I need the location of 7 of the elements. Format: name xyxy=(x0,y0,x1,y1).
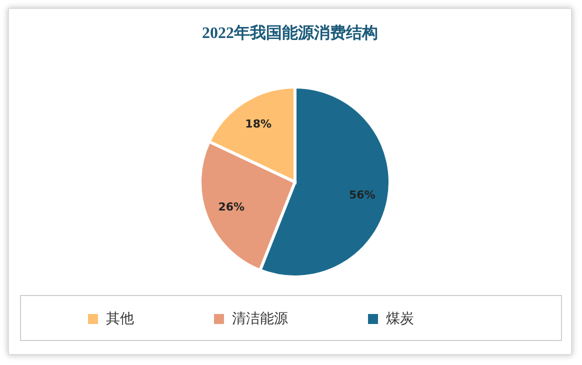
data-label: 18% xyxy=(245,118,272,131)
data-label: 56% xyxy=(349,188,376,202)
data-label: 26% xyxy=(218,200,245,214)
chart-title: 2022年我国能源消费结构 xyxy=(201,24,379,44)
legend-label: 煤炭 xyxy=(386,311,414,327)
legend-label: 其他 xyxy=(106,311,134,327)
legend-label: 清洁能源 xyxy=(232,311,288,327)
